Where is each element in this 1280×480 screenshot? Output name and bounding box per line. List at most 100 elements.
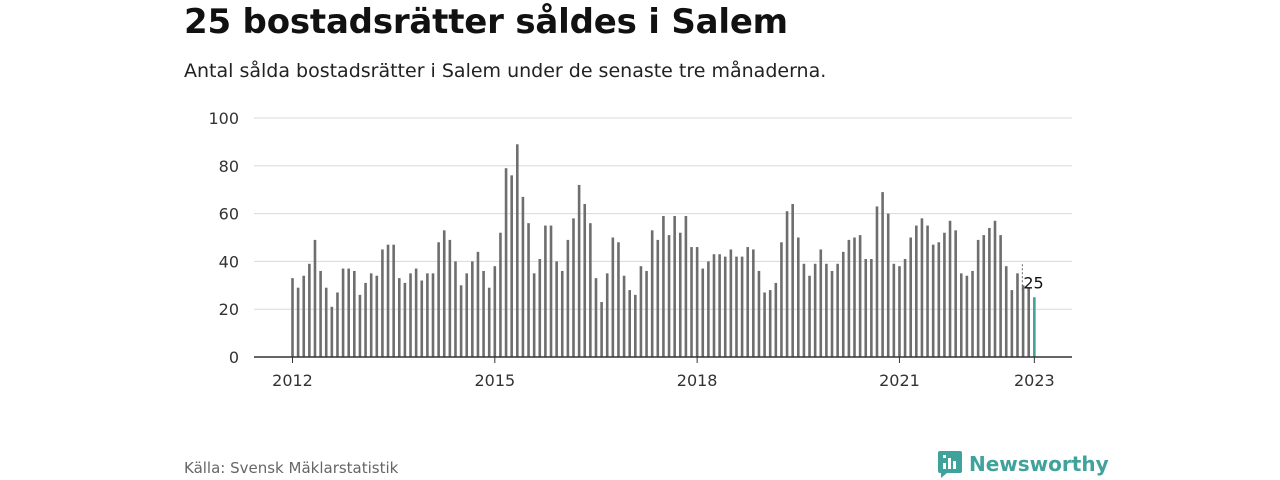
bar — [538, 259, 542, 357]
highlight-data-label: 25 — [1023, 273, 1043, 292]
bar — [493, 266, 497, 357]
bar — [347, 268, 350, 357]
bar — [426, 273, 429, 357]
bar — [403, 282, 407, 357]
bar-highlight — [1033, 297, 1036, 357]
bar — [701, 268, 705, 357]
bar — [375, 275, 379, 357]
bar — [510, 175, 513, 357]
bar — [926, 225, 929, 357]
bar — [976, 239, 980, 357]
bar — [662, 215, 665, 357]
bar — [414, 268, 418, 357]
bar — [397, 278, 401, 357]
bar — [628, 290, 631, 357]
bar — [993, 220, 997, 357]
bar — [909, 237, 912, 357]
bar — [830, 270, 834, 357]
bar — [892, 263, 896, 357]
bar — [516, 144, 519, 357]
chart-subtitle: Antal sålda bostadsrätter i Salem under … — [184, 60, 827, 82]
bar — [353, 270, 356, 357]
bar — [757, 270, 761, 357]
bar — [875, 206, 879, 357]
bar — [712, 254, 716, 357]
tick-labels: 0 20 40 60 80 100 2012 2015 2018 2021 2023 25 — [208, 109, 1054, 390]
bar — [364, 282, 367, 357]
bar — [690, 247, 693, 357]
bar — [617, 242, 620, 357]
bar — [521, 196, 525, 357]
bar — [560, 270, 564, 357]
bar — [589, 223, 592, 357]
bar — [678, 232, 682, 357]
bar — [420, 280, 424, 357]
bar — [763, 292, 766, 357]
bar — [808, 275, 811, 357]
bar — [482, 270, 485, 357]
bar — [341, 268, 345, 357]
bar — [948, 220, 952, 357]
bar — [577, 184, 581, 357]
bar — [358, 294, 362, 357]
y-tick-label: 60 — [219, 205, 239, 224]
bar — [729, 249, 733, 357]
y-tick-label: 100 — [208, 109, 239, 128]
bar — [870, 259, 873, 357]
bar — [988, 227, 991, 357]
bar — [409, 273, 412, 357]
bar — [549, 225, 553, 357]
y-tick-label: 0 — [229, 348, 239, 367]
bar — [752, 249, 755, 357]
bar — [459, 285, 463, 357]
bar — [566, 239, 570, 357]
bar — [324, 287, 328, 357]
bar — [836, 263, 839, 357]
bar — [915, 225, 918, 357]
bar — [499, 232, 502, 357]
axes — [254, 264, 1072, 363]
bar — [971, 270, 974, 357]
bar — [504, 168, 508, 357]
bar — [369, 273, 373, 357]
y-tick-label: 40 — [219, 252, 239, 271]
bar — [898, 266, 901, 357]
y-tick-label: 80 — [219, 157, 239, 176]
x-tick-label: 2018 — [677, 371, 718, 390]
bar — [392, 244, 395, 357]
bar — [825, 263, 828, 357]
bar — [600, 302, 603, 357]
chart-title: 25 bostadsrätter såldes i Salem — [184, 2, 788, 42]
bar — [465, 273, 469, 357]
bar — [1010, 290, 1014, 357]
bar — [667, 235, 671, 357]
bar — [864, 259, 868, 357]
brand-name: Newsworthy — [969, 452, 1109, 476]
bar — [650, 230, 654, 357]
bar — [645, 270, 648, 357]
bar — [785, 211, 789, 357]
bar — [634, 294, 637, 357]
bar — [583, 204, 587, 357]
bar — [532, 273, 536, 357]
bar — [1004, 266, 1008, 357]
bar — [931, 244, 935, 357]
bar — [302, 275, 306, 357]
bar — [471, 261, 474, 357]
bar — [853, 237, 856, 357]
bar — [308, 263, 311, 357]
bar — [841, 251, 845, 357]
bar — [1021, 285, 1025, 357]
bar — [695, 247, 699, 357]
bar — [296, 287, 300, 357]
bar — [431, 273, 435, 357]
bar — [291, 278, 294, 357]
bar — [746, 247, 750, 357]
bar — [1016, 273, 1019, 357]
bar — [959, 273, 963, 357]
x-tick-label: 2015 — [474, 371, 515, 390]
bar — [999, 235, 1002, 357]
bar — [544, 225, 547, 357]
bar — [572, 218, 575, 357]
bar — [707, 261, 710, 357]
